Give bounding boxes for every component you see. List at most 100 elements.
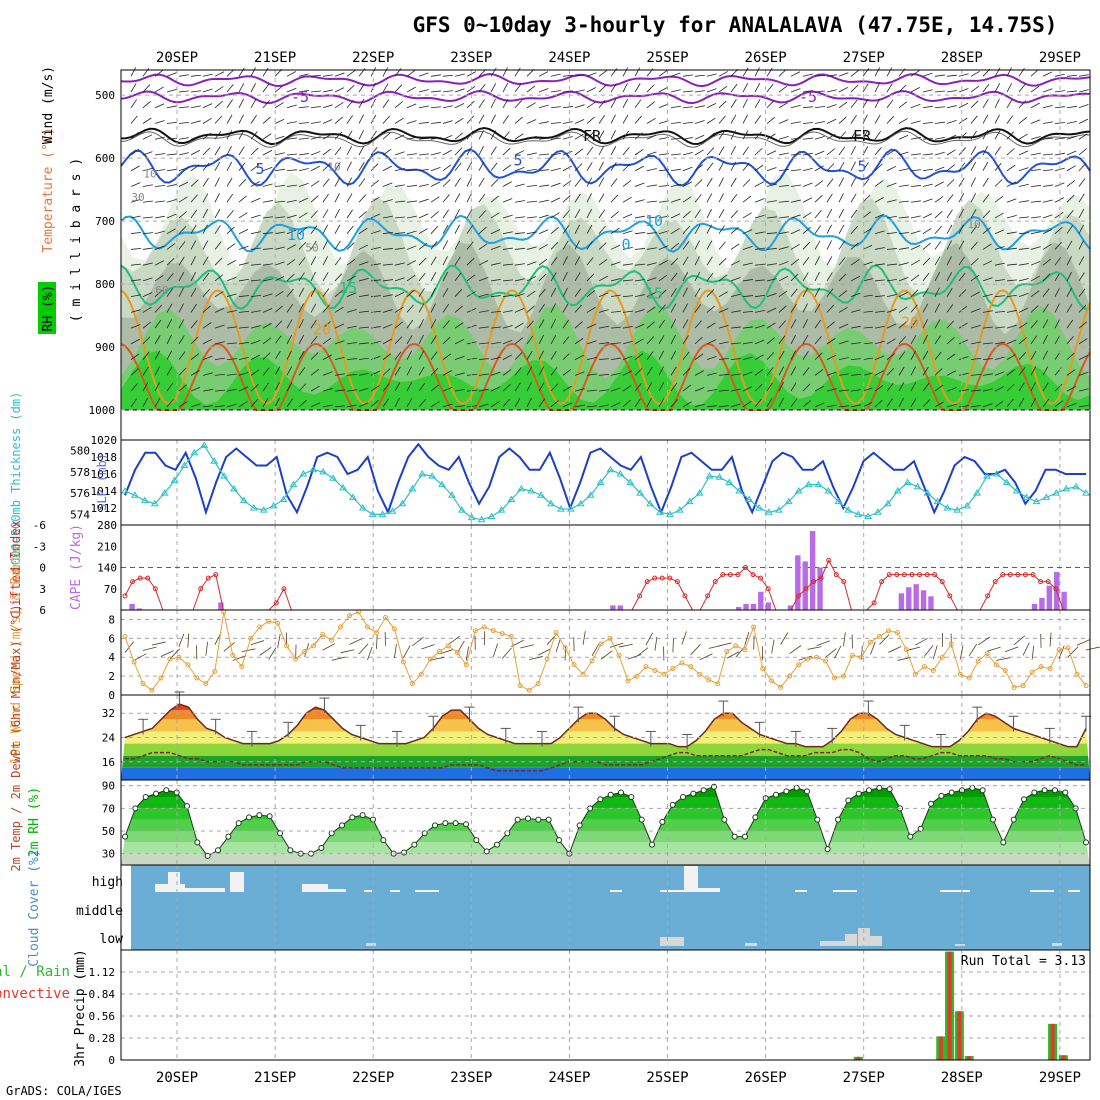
thickness-marker bbox=[448, 491, 456, 498]
thickness-marker bbox=[230, 484, 238, 492]
wind-barb bbox=[538, 153, 549, 156]
freezing-level-contour-2 bbox=[120, 130, 1091, 148]
wind-speed-marker bbox=[787, 673, 793, 679]
wind-barb bbox=[160, 650, 174, 657]
wind-speed-marker bbox=[140, 681, 146, 687]
wind-barb bbox=[886, 83, 893, 93]
wind-barb bbox=[850, 193, 857, 203]
wind-barb bbox=[622, 279, 633, 282]
wind-barb bbox=[550, 256, 558, 266]
wind-barb bbox=[466, 115, 474, 124]
wind-barb bbox=[430, 121, 441, 124]
wind-barb bbox=[274, 276, 285, 282]
wind-barb bbox=[778, 136, 789, 140]
wind-barb bbox=[538, 319, 545, 329]
wind-barb bbox=[850, 325, 861, 329]
wind-barb bbox=[406, 304, 414, 313]
wind-barb bbox=[1018, 292, 1029, 298]
wind-barb bbox=[202, 288, 210, 297]
wind-barb bbox=[322, 354, 333, 360]
wind-barb bbox=[898, 168, 909, 172]
y-tick-label: 4 bbox=[108, 651, 115, 664]
wind-barb bbox=[826, 209, 833, 219]
wind-barb bbox=[790, 104, 801, 109]
cape-bar bbox=[920, 590, 927, 610]
wind-barb bbox=[1078, 74, 1089, 77]
wind-barb bbox=[130, 309, 141, 313]
wind-barb bbox=[982, 226, 991, 235]
thickness-marker bbox=[180, 461, 189, 468]
wind-barb bbox=[370, 310, 381, 313]
wind-barb bbox=[226, 161, 233, 171]
lifted-index-marker bbox=[122, 593, 128, 599]
wind-barb bbox=[946, 90, 957, 93]
wind-barb bbox=[886, 149, 896, 156]
wind-speed-marker bbox=[670, 666, 676, 672]
wind-barb bbox=[1054, 90, 1065, 93]
wind-barb bbox=[382, 215, 393, 219]
wind-barb bbox=[742, 295, 753, 298]
wind-barb bbox=[298, 257, 306, 266]
wind-barb bbox=[958, 224, 964, 234]
wind-barb bbox=[214, 161, 221, 171]
wind-barb bbox=[1042, 199, 1053, 203]
wind-barb bbox=[394, 262, 405, 266]
wind-barb bbox=[238, 130, 245, 140]
wind-barb bbox=[310, 225, 318, 234]
top-date-label: 26SEP bbox=[745, 50, 787, 66]
temp-band bbox=[121, 743, 1090, 756]
wind-barb bbox=[550, 90, 561, 93]
wind-barb bbox=[142, 247, 153, 250]
wind-barb bbox=[574, 288, 582, 297]
wind-barb bbox=[466, 241, 474, 250]
contour-label: 5 bbox=[255, 160, 264, 178]
wind-barb bbox=[886, 383, 894, 392]
wind-barb bbox=[214, 209, 221, 219]
wind-barb bbox=[886, 199, 897, 203]
wind-barb bbox=[238, 386, 249, 392]
cape-bar bbox=[129, 603, 135, 610]
cloud-axis-title: Cloud Cover (%) bbox=[27, 849, 42, 966]
wind-barb bbox=[358, 372, 369, 376]
wind-barb bbox=[694, 320, 702, 329]
wind-barb bbox=[286, 214, 297, 219]
wind-barb bbox=[910, 259, 920, 266]
wind-barb bbox=[334, 405, 345, 408]
cloud-low-label: low bbox=[100, 932, 124, 947]
wind-barb bbox=[418, 242, 428, 250]
wind-barb bbox=[1018, 337, 1027, 345]
wind-speed-marker bbox=[957, 671, 963, 677]
wind-speed-marker bbox=[185, 662, 191, 668]
wind-barb bbox=[802, 272, 809, 282]
wind-barb bbox=[910, 215, 921, 219]
low-cloud-bar bbox=[845, 934, 857, 946]
wind-barb bbox=[334, 101, 344, 109]
wind-barb bbox=[646, 247, 657, 250]
wind-barb bbox=[742, 371, 753, 376]
wind-barb bbox=[898, 216, 909, 219]
wind-barb bbox=[1018, 382, 1025, 392]
wind-barb bbox=[1030, 350, 1037, 360]
wind-barb bbox=[142, 216, 153, 219]
wind-barb bbox=[1018, 150, 1029, 156]
wind-barb bbox=[850, 259, 860, 266]
wind-barb bbox=[538, 137, 549, 140]
rh-marker bbox=[401, 849, 407, 856]
wind-barb bbox=[790, 88, 801, 93]
wind-barb bbox=[214, 307, 225, 313]
wind-barb bbox=[932, 645, 938, 660]
wind-barb bbox=[454, 240, 461, 250]
wind-barb bbox=[454, 355, 465, 361]
wind-barb bbox=[190, 386, 201, 392]
wind-barb bbox=[730, 310, 741, 313]
wind-barb bbox=[483, 631, 486, 646]
wind-barb bbox=[154, 289, 163, 297]
wind-barb bbox=[802, 226, 811, 235]
wind-barb bbox=[922, 334, 928, 345]
wind-barb bbox=[1042, 229, 1053, 235]
temp-band bbox=[121, 719, 1090, 732]
wind-barb bbox=[178, 335, 185, 345]
wind-barb bbox=[994, 386, 1005, 392]
wind-barb bbox=[706, 103, 717, 109]
